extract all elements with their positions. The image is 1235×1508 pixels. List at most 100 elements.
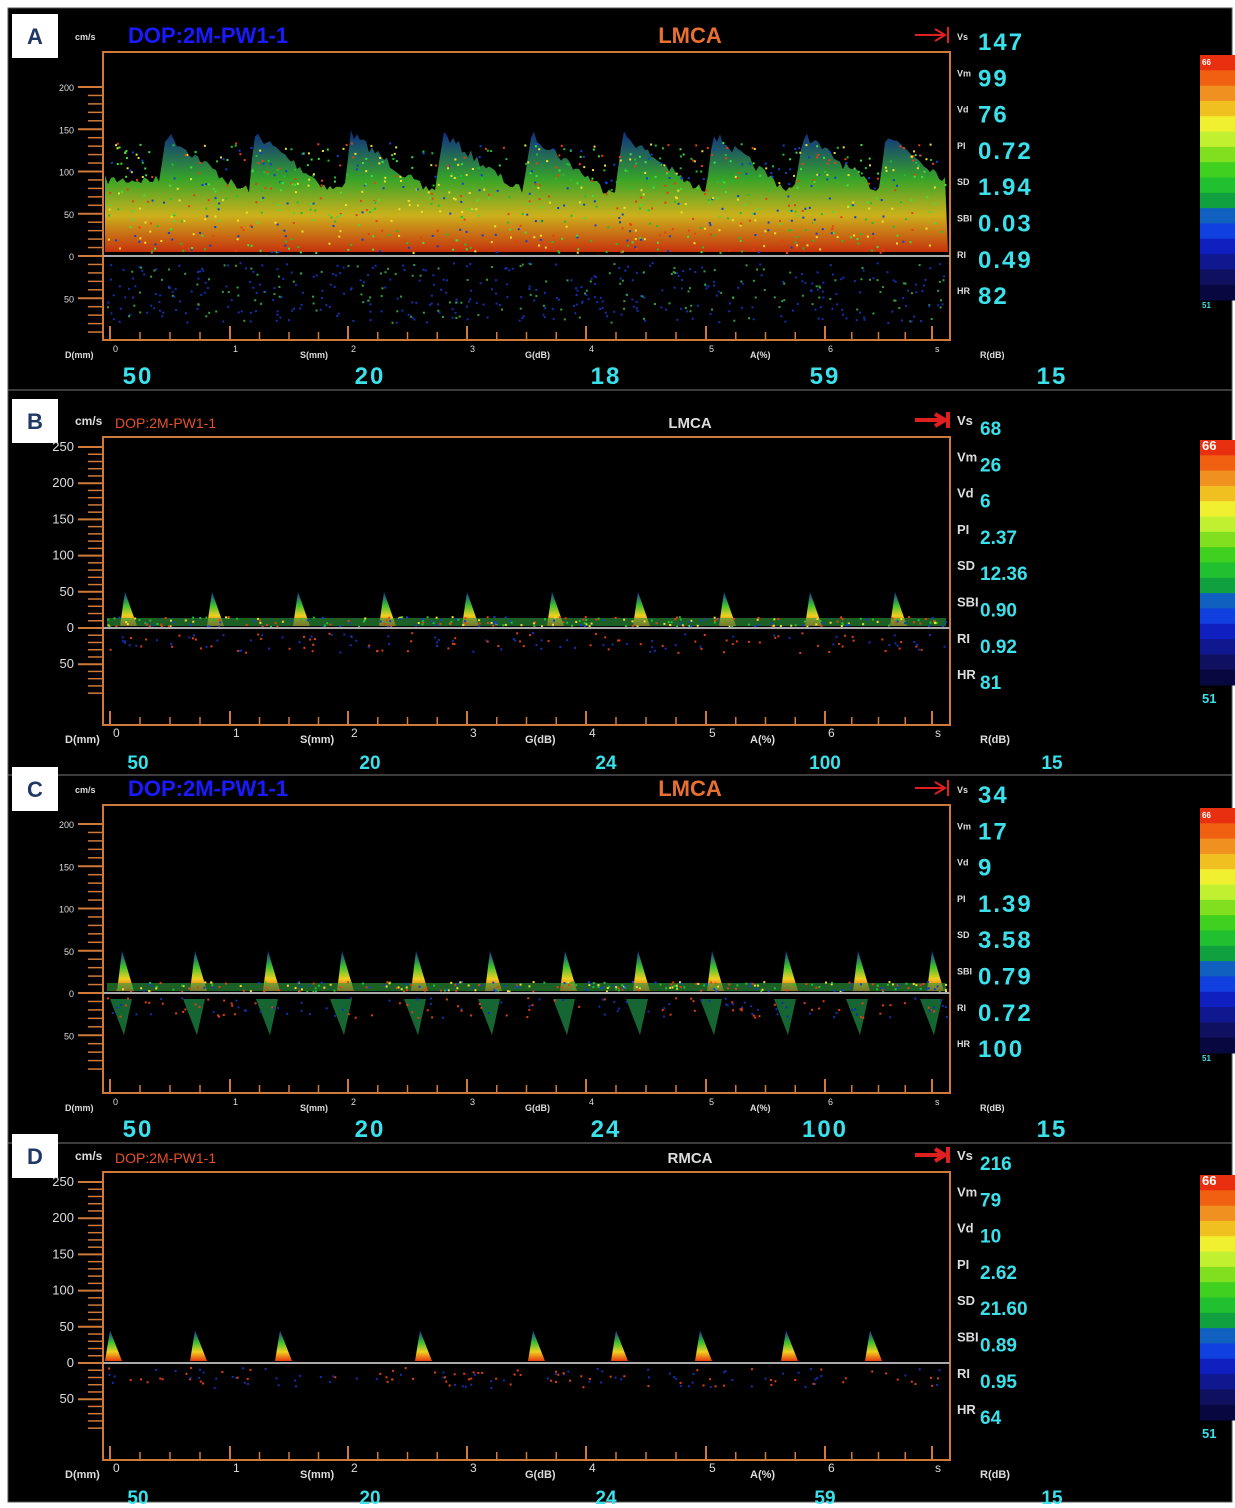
speckle [124,296,127,299]
speckle [910,199,913,202]
speckle [914,1383,917,1386]
speckle [891,617,894,620]
speckle [796,214,799,217]
speckle [257,162,260,165]
spike [263,950,280,991]
speckle [924,618,927,621]
speckle [407,313,410,316]
speckle [810,184,813,187]
speckle [508,269,511,272]
spike [411,950,428,991]
speckle [477,167,480,170]
speckle [214,226,217,229]
speckle [110,161,113,164]
speckle [480,174,483,177]
speckle [173,213,176,216]
speckle [826,162,829,165]
speckle [340,191,343,194]
speckle [406,650,409,653]
speckle [638,987,641,990]
speckle [815,232,818,235]
speckle [540,220,543,223]
speckle [279,245,282,248]
speckle [776,1013,779,1016]
speckle [619,159,622,162]
speckle [857,170,860,173]
speckle [173,177,176,180]
speckle [833,989,836,992]
y-tick-label: 100 [52,1283,74,1298]
speckle [940,999,943,1002]
speckle [908,616,911,619]
speckle [840,616,843,619]
speckle [646,209,649,212]
speckle [613,1000,616,1003]
speckle [118,616,121,619]
speckle [704,283,707,286]
speckle [653,184,656,187]
x-tick-label: 2 [351,344,356,354]
speckle [708,221,711,224]
speckle [535,288,538,291]
speckle [178,300,181,303]
speckle [822,281,825,284]
speckle [494,233,497,236]
speckle [466,305,469,308]
speckle [886,271,889,274]
speckle [466,207,469,210]
speckle [387,625,390,628]
speckle [131,277,134,280]
y-tick-label: 200 [59,83,74,93]
setting-value: 59 [814,1488,835,1508]
colorbar-cell [1200,1404,1235,1421]
speckle [623,206,626,209]
speckle [647,157,650,160]
speckle [615,988,618,991]
speckle [815,285,818,288]
speckle [566,279,569,282]
speckle [454,637,457,640]
speckle [806,625,809,628]
panel-label-box [12,399,58,443]
speckle [847,622,850,625]
speckle [625,624,628,627]
speckle [372,248,375,251]
speckle [205,616,208,619]
speckle [116,989,119,992]
speckle [505,267,508,270]
speckle [247,244,250,247]
speckle [498,164,501,167]
speckle [210,981,213,984]
speckle [531,1004,534,1007]
speckle [430,294,433,297]
speckle [715,983,718,986]
speckle [504,984,507,987]
speckle [223,264,226,267]
speckle [139,311,142,314]
speckle [254,299,257,302]
speckle [120,245,123,248]
speckle [796,186,799,189]
measurement-value: 0.72 [978,1000,1033,1027]
speckle [626,239,629,242]
speckle [357,625,360,628]
speckle [651,640,654,643]
speckle [210,645,213,648]
speckle [889,1016,892,1019]
speckle [514,639,517,642]
speckle [487,1012,490,1015]
speckle [342,266,345,269]
speckle [260,302,263,305]
speckle [852,639,855,642]
speckle [217,1015,220,1018]
speckle [222,1013,225,1016]
speckle [172,988,175,991]
speckle [761,988,764,991]
speckle [367,646,370,649]
speckle [743,1001,746,1004]
speckle [663,164,666,167]
speckle [243,159,246,162]
speckle [662,147,665,150]
speckle [573,243,576,246]
speckle [245,211,248,214]
